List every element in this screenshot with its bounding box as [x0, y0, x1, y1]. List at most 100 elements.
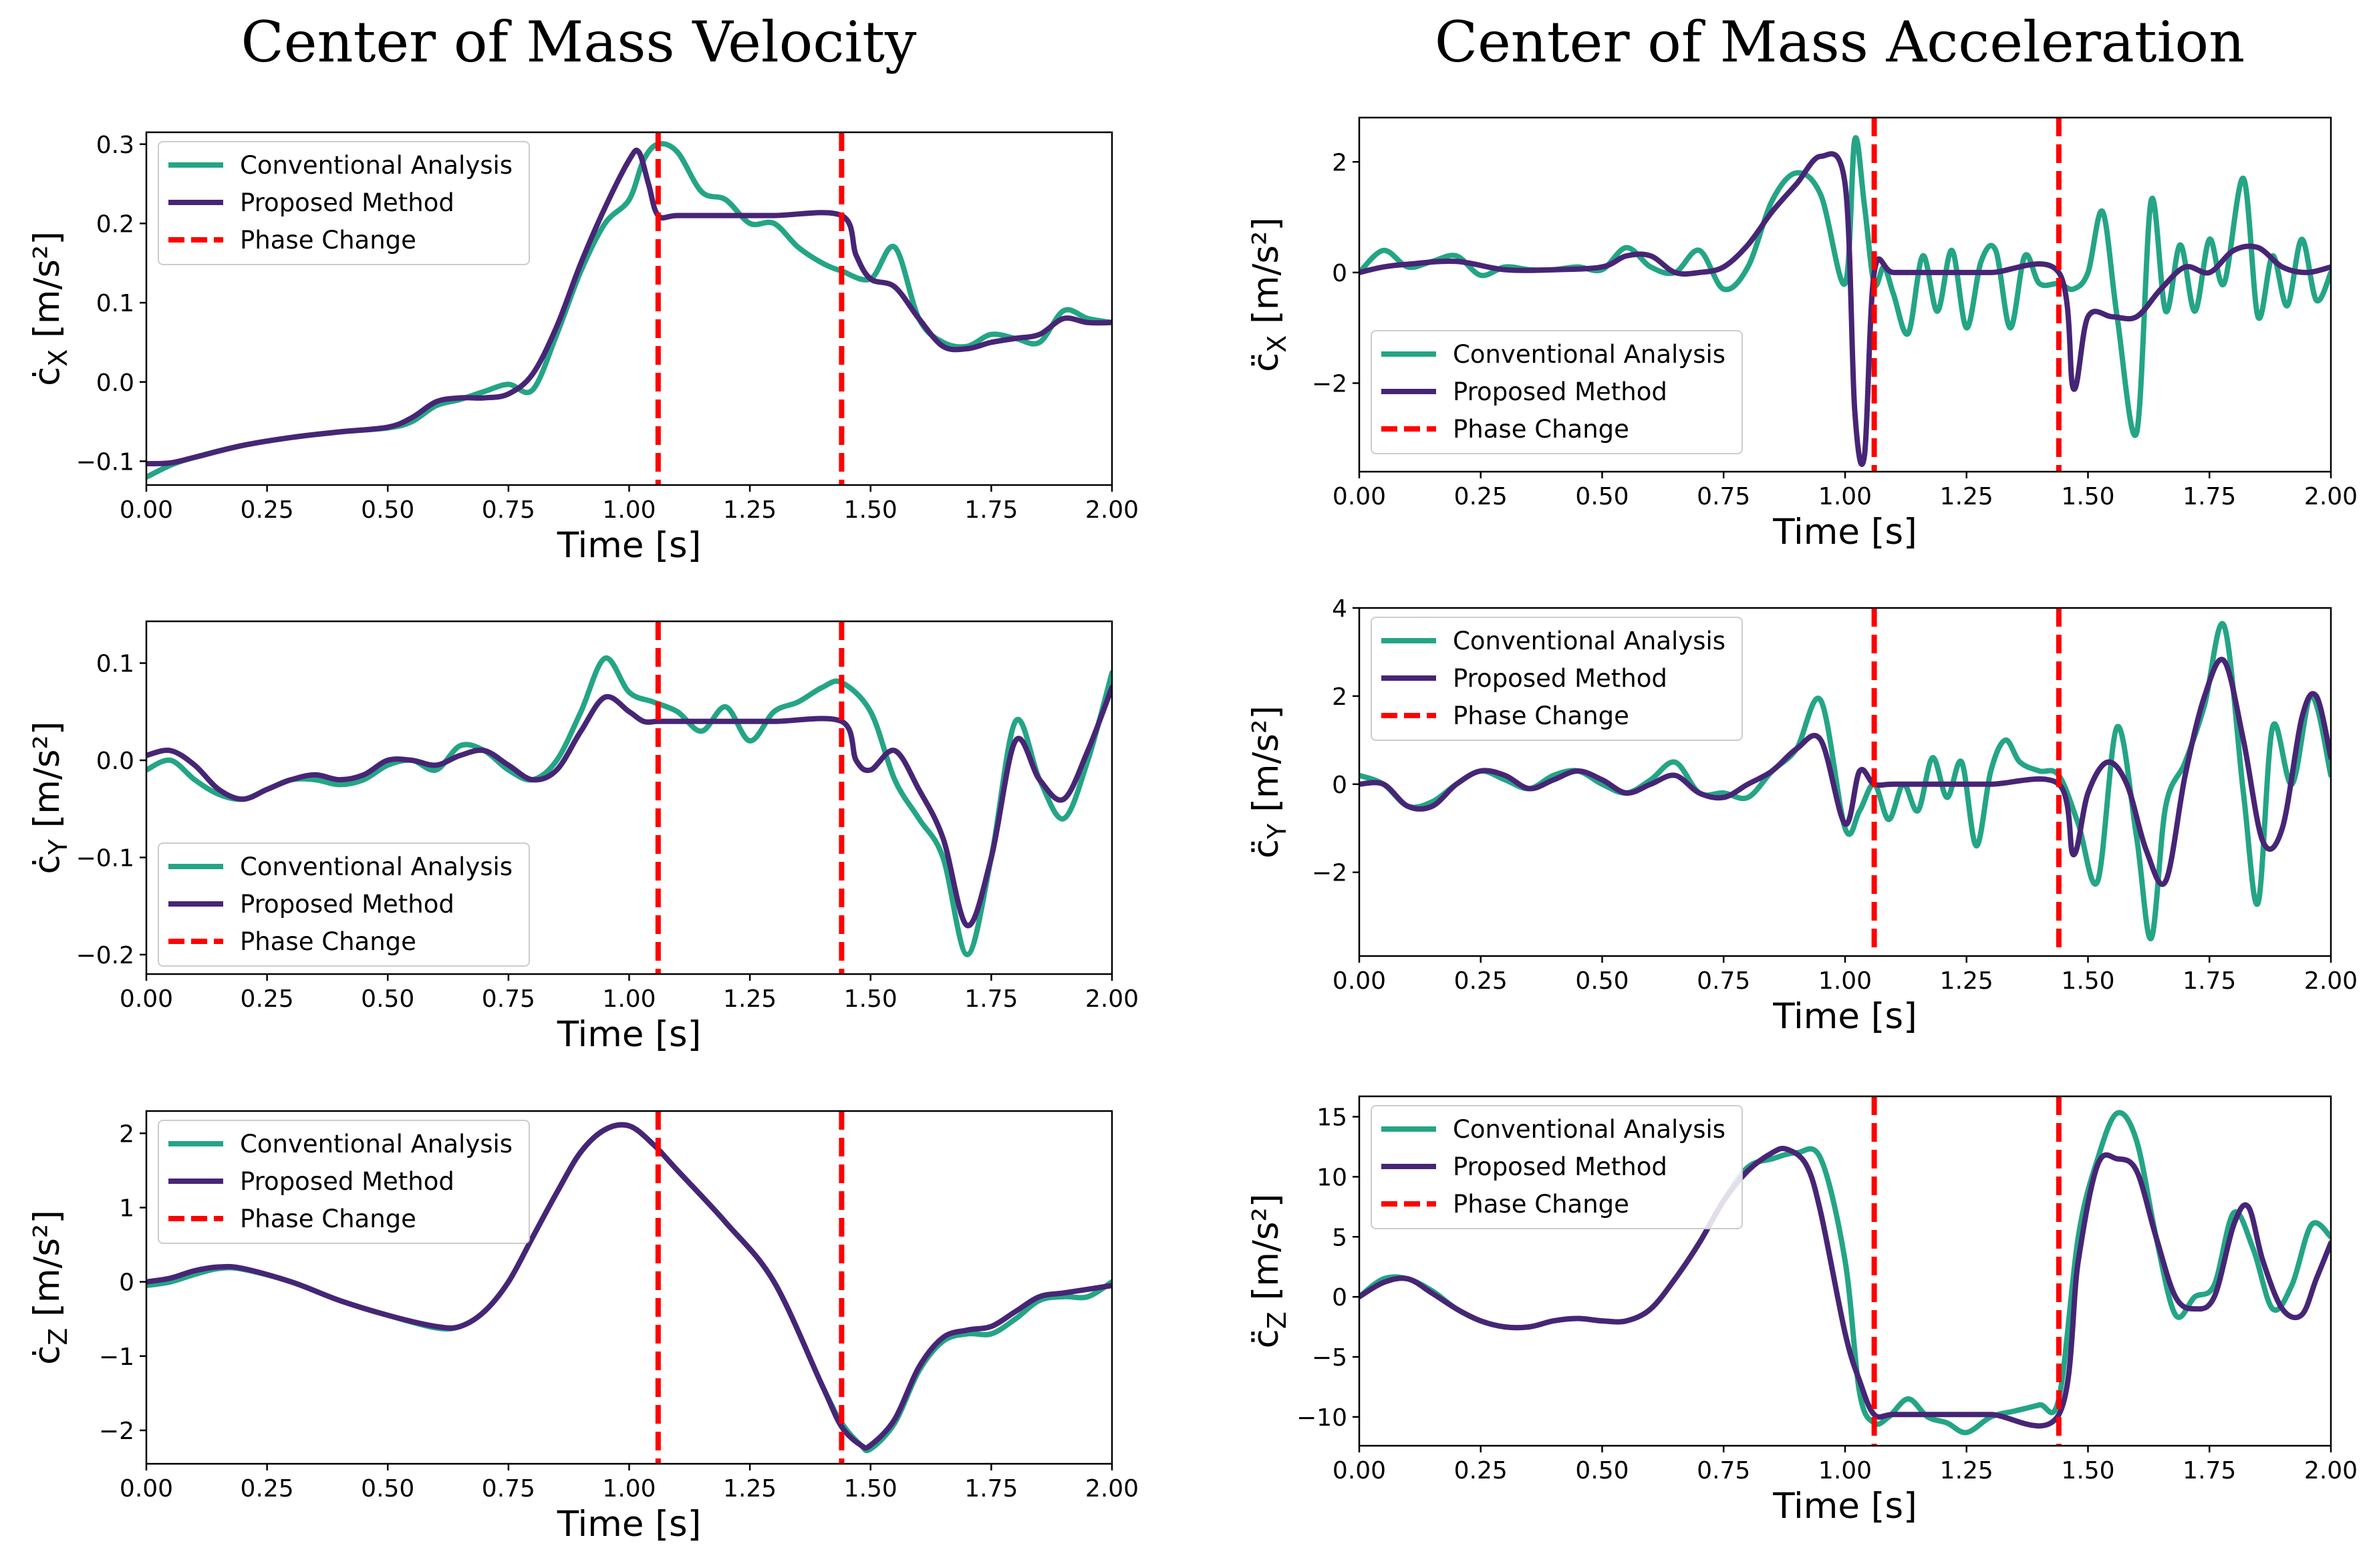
- legend-entry-conventional-analysis-label: Conventional Analysis: [1453, 1115, 1725, 1144]
- x-tick-label: 1.75: [2183, 483, 2236, 510]
- x-tick-label: 0.50: [1575, 1457, 1629, 1484]
- legend-entry-phase-change-label: Phase Change: [1453, 701, 1629, 730]
- chart-panel-5: 0.00 0.25 0.50 0.75 1.00 1.25 1.50 1.75 2.00 −2 −1…: [27, 1110, 1139, 1545]
- legend-box: [158, 141, 530, 265]
- y-tick-label: 0: [1332, 1284, 1347, 1311]
- legend-entry-phase-change-label: Phase Change: [240, 1205, 416, 1233]
- series-line-conventional-analysis: [146, 655, 1112, 957]
- series-line-proposed-method: [1359, 1145, 2331, 1429]
- x-tick-label: 0.75: [482, 496, 535, 524]
- x-tick-label: 0.00: [1333, 1457, 1386, 1484]
- y-axis-label: c̈X [m/s²]: [1246, 217, 1292, 372]
- legend: Conventional Analysis Proposed Method Phas…: [158, 141, 530, 265]
- x-axis-label: Time [s]: [557, 1014, 702, 1055]
- legend-entry-proposed-method-label: Proposed Method: [240, 1167, 454, 1196]
- x-tick-label: 1.25: [1940, 967, 1993, 995]
- x-tick-label: 2.00: [2304, 483, 2358, 510]
- y-axis-label: ċY [m/s²]: [27, 722, 73, 875]
- y-tick-label: 15: [1316, 1104, 1347, 1132]
- x-tick-label: 0.00: [120, 985, 173, 1013]
- x-tick-label: 0.75: [482, 1475, 535, 1503]
- x-axis-label: Time [s]: [1772, 512, 1917, 553]
- x-tick-label: 1.00: [1818, 483, 1872, 510]
- x-tick-label: 1.25: [723, 1475, 777, 1503]
- legend-entry-conventional-analysis-label: Conventional Analysis: [240, 1130, 513, 1158]
- x-tick-label: 0.25: [1454, 967, 1508, 995]
- legend-entry-conventional-analysis-label: Conventional Analysis: [240, 852, 513, 881]
- x-axis-label: Time [s]: [557, 1504, 702, 1545]
- column-title-acceleration: Center of Mass Acceleration: [1435, 9, 2245, 75]
- y-tick-label: 5: [1332, 1224, 1347, 1251]
- x-tick-label: 0.00: [120, 496, 173, 524]
- x-axis-label: Time [s]: [1772, 1486, 1917, 1527]
- legend-entry-proposed-method-label: Proposed Method: [240, 890, 454, 919]
- legend-entry-proposed-method-label: Proposed Method: [1453, 377, 1667, 406]
- x-tick-label: 1.00: [602, 496, 656, 524]
- y-axis-label: c̈Y [m/s²]: [1246, 705, 1292, 858]
- x-tick-label: 0.00: [120, 1475, 173, 1503]
- x-tick-label: 0.25: [241, 1475, 294, 1503]
- legend: Conventional Analysis Proposed Method Phas…: [158, 842, 530, 967]
- x-tick-label: 1.25: [723, 496, 777, 524]
- x-tick-label: 1.75: [964, 985, 1018, 1013]
- series-line-proposed-method: [1359, 151, 2331, 467]
- series-line-conventional-analysis: [1359, 135, 2331, 438]
- x-tick-label: 0.50: [361, 1475, 414, 1503]
- x-tick-label: 1.50: [844, 1475, 897, 1503]
- series-line-proposed-method: [146, 684, 1112, 929]
- y-tick-label: 0: [1332, 772, 1347, 799]
- y-tick-label: 0.1: [96, 651, 134, 678]
- x-tick-label: 0.50: [361, 985, 414, 1013]
- chart-panel-4: 0.00 0.25 0.50 0.75 1.00 1.25 1.50 1.75 2.00 −2 0 2…: [1246, 595, 2358, 1037]
- column-title-velocity: Center of Mass Velocity: [241, 9, 918, 75]
- x-tick-label: 0.25: [241, 496, 294, 524]
- y-axis-label: ċZ [m/s²]: [27, 1210, 73, 1365]
- x-tick-label: 0.25: [241, 985, 294, 1013]
- x-tick-label: 1.25: [723, 985, 777, 1013]
- y-tick-label: −1: [99, 1344, 134, 1371]
- legend-entry-phase-change-label: Phase Change: [1453, 1190, 1629, 1219]
- x-axis-label: Time [s]: [557, 525, 702, 566]
- y-tick-label: 10: [1316, 1164, 1347, 1191]
- y-tick-label: 2: [119, 1120, 134, 1148]
- legend: Conventional Analysis Proposed Method Phas…: [158, 1120, 530, 1244]
- x-tick-label: 1.75: [2183, 967, 2236, 995]
- legend-entry-phase-change-label: Phase Change: [1453, 415, 1629, 444]
- legend-entry-phase-change-label: Phase Change: [240, 927, 416, 956]
- x-tick-label: 1.25: [1940, 483, 1993, 510]
- series-line-conventional-analysis: [1359, 621, 2331, 941]
- legend-entry-conventional-analysis-label: Conventional Analysis: [1453, 340, 1725, 369]
- y-tick-label: 2: [1332, 683, 1347, 711]
- x-tick-label: 1.50: [844, 496, 897, 524]
- y-tick-label: −5: [1312, 1344, 1347, 1372]
- x-tick-label: 0.25: [1454, 1457, 1508, 1484]
- y-tick-label: −10: [1296, 1404, 1347, 1432]
- y-tick-label: −2: [99, 1418, 134, 1445]
- x-tick-label: 0.75: [1697, 483, 1750, 510]
- x-tick-label: 2.00: [1085, 496, 1139, 524]
- x-tick-label: 2.00: [1085, 1475, 1139, 1503]
- x-tick-label: 1.00: [602, 1475, 656, 1503]
- y-tick-label: 0.3: [96, 132, 134, 159]
- x-tick-label: 0.50: [1575, 483, 1629, 510]
- legend-entry-proposed-method-label: Proposed Method: [1453, 664, 1667, 693]
- y-axis-label: c̈Z [m/s²]: [1246, 1194, 1292, 1349]
- x-tick-label: 1.50: [2061, 483, 2114, 510]
- x-tick-label: 1.50: [2061, 1457, 2114, 1484]
- legend-entry-conventional-analysis-label: Conventional Analysis: [240, 151, 513, 180]
- x-tick-label: 2.00: [1085, 985, 1139, 1013]
- x-tick-label: 0.75: [482, 985, 535, 1013]
- legend-box: [158, 842, 530, 967]
- legend-box: [158, 1120, 530, 1244]
- x-tick-label: 2.00: [2304, 967, 2358, 995]
- legend-entry-phase-change-label: Phase Change: [240, 226, 416, 255]
- series-line-proposed-method: [146, 1122, 1112, 1451]
- x-tick-label: 1.50: [844, 985, 897, 1013]
- y-tick-label: 2: [1332, 149, 1347, 176]
- x-tick-label: 2.00: [2304, 1457, 2358, 1484]
- chart-panel-3: 0.00 0.25 0.50 0.75 1.00 1.25 1.50 1.75 2.00 −0.2…: [27, 620, 1139, 1055]
- y-tick-label: −2: [1312, 860, 1347, 887]
- x-tick-label: 1.00: [1818, 967, 1872, 995]
- legend-box: [1371, 617, 1743, 741]
- x-tick-label: 1.75: [964, 496, 1018, 524]
